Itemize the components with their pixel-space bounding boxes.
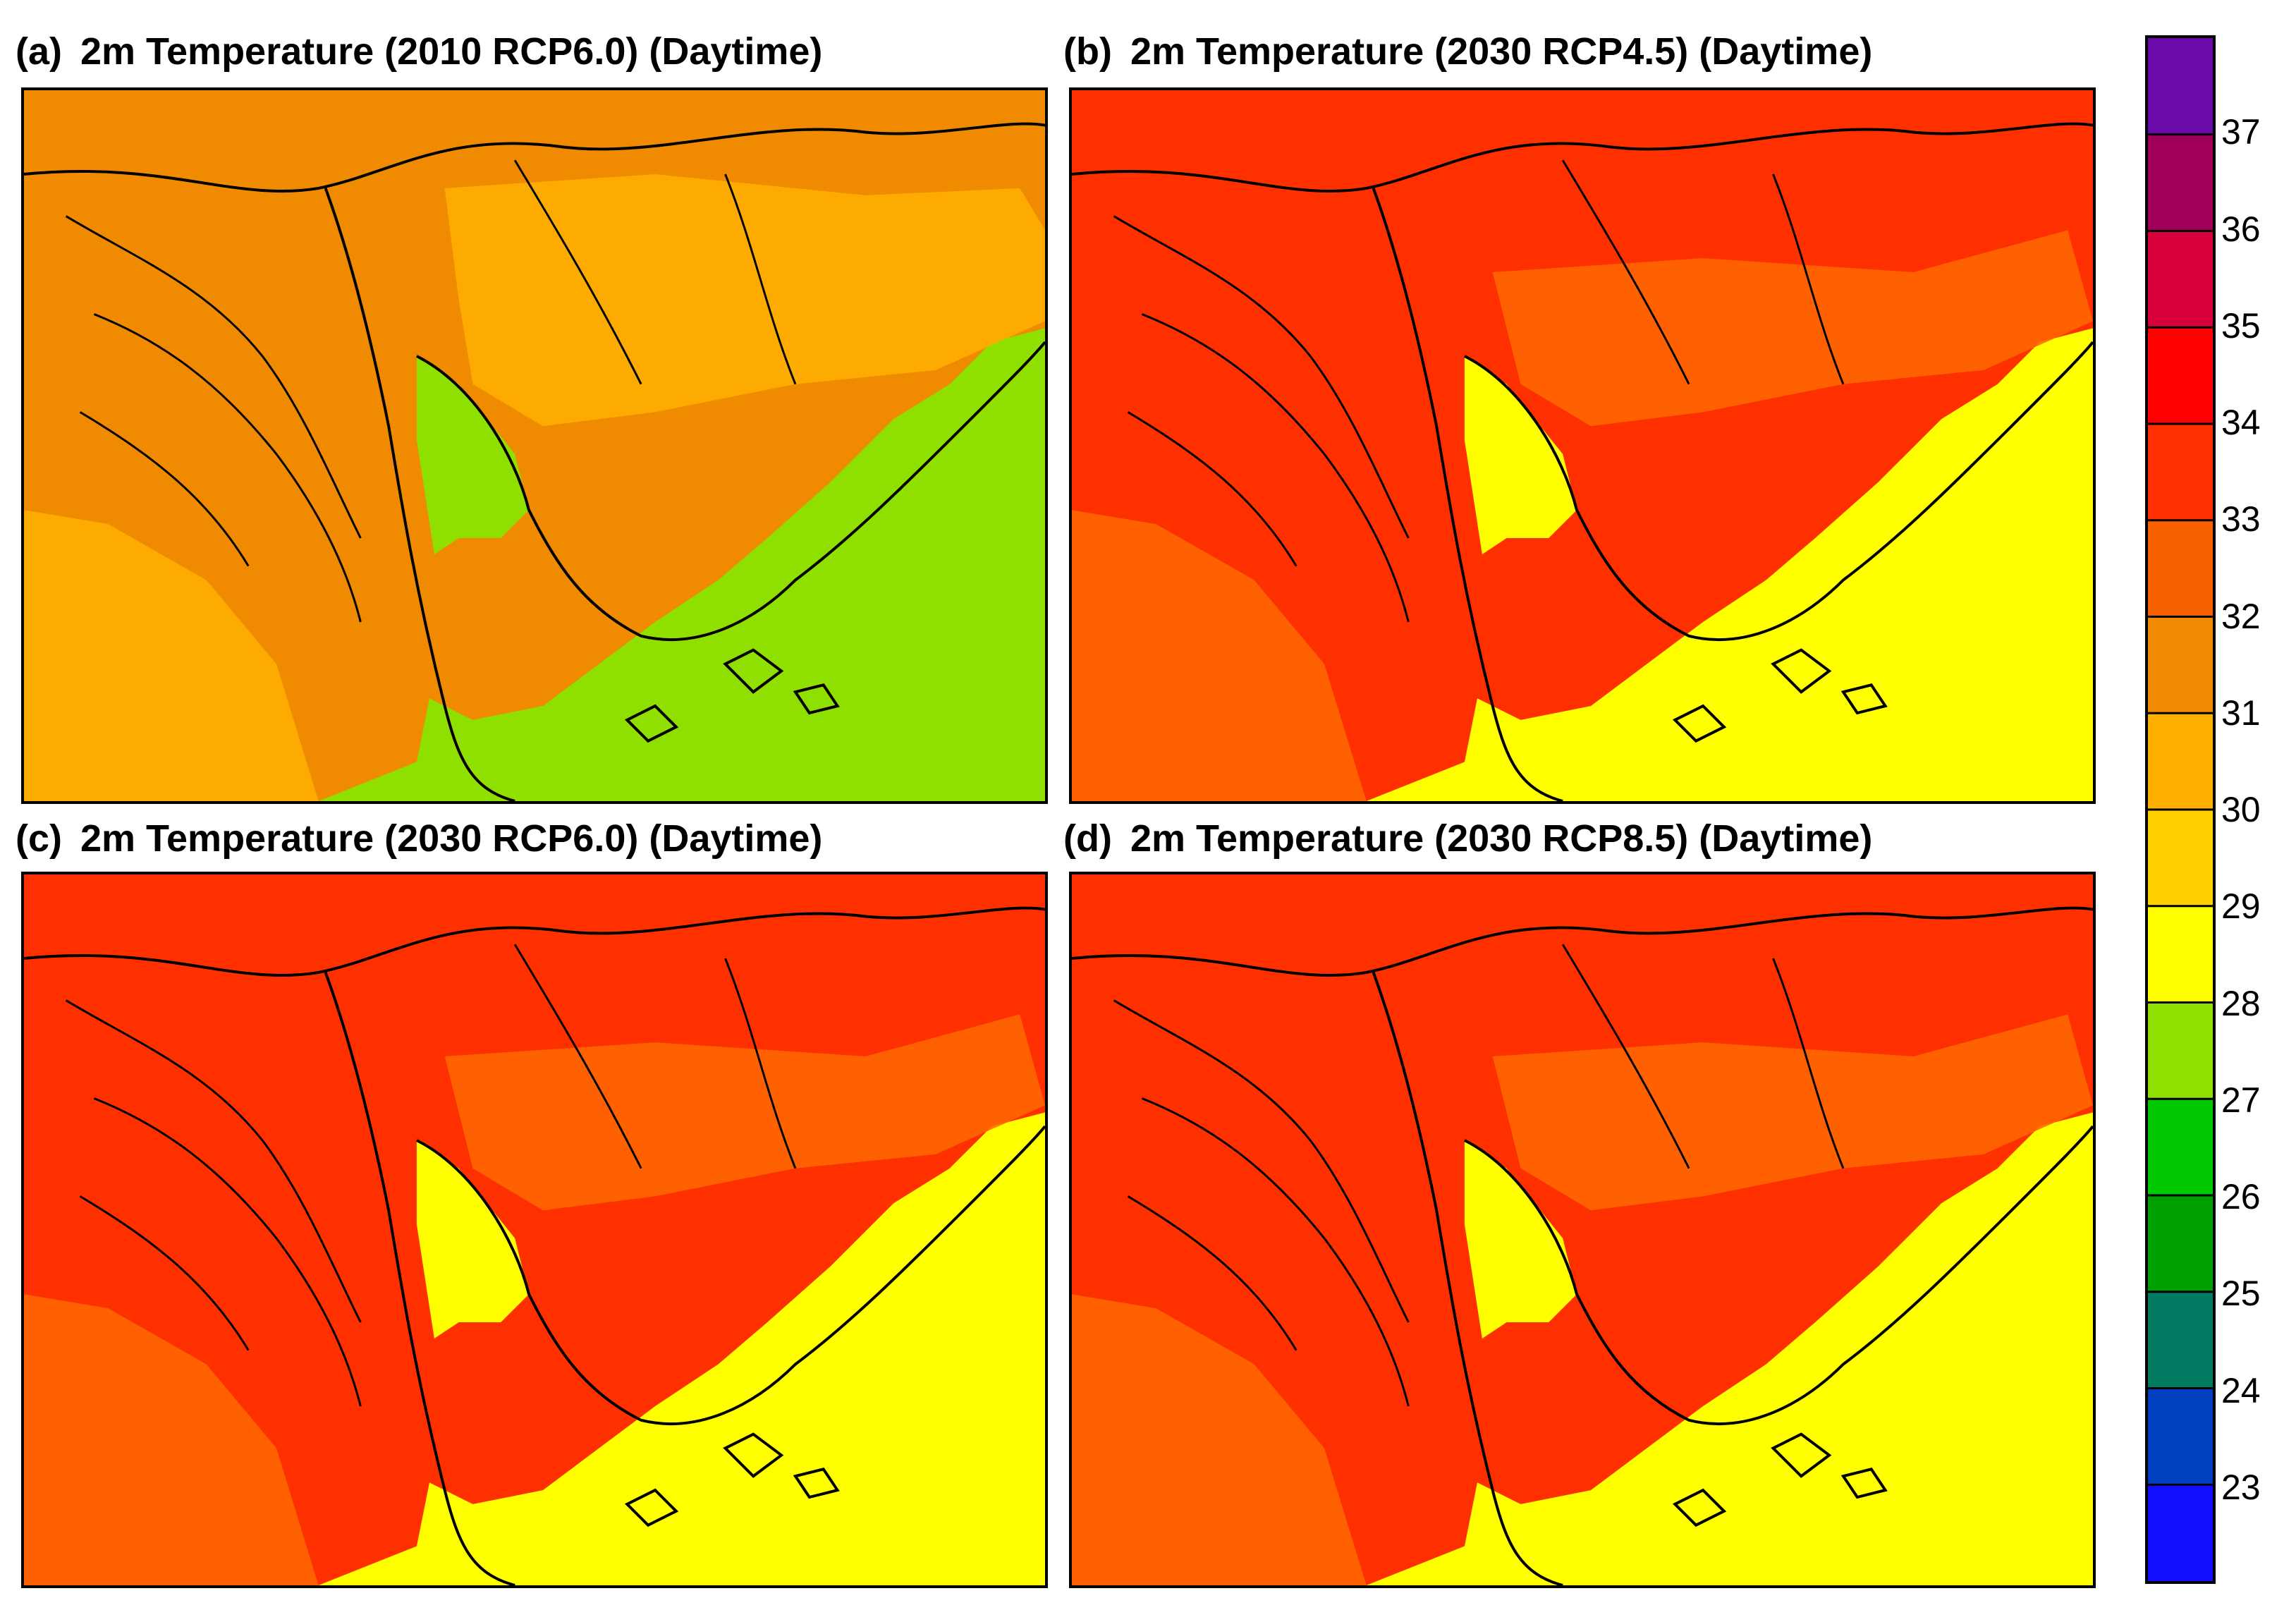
colorbar-segment [2148, 38, 2213, 135]
colorbar-tick-label: 31 [2221, 693, 2261, 733]
map-c-upland [24, 1014, 1045, 1585]
colorbar-segment [2148, 1291, 2213, 1389]
map-a-rivers [65, 159, 797, 623]
colorbar-tick-label: 23 [2221, 1467, 2261, 1507]
colorbar-segment [2148, 713, 2213, 810]
map-d-upland [1072, 1014, 2093, 1585]
colorbar-segment [2148, 1484, 2213, 1582]
panel-a-title: (a) 2m Temperature (2010 RCP6.0) (Daytime… [16, 32, 822, 71]
map-a-coastline [24, 122, 1045, 801]
colorbar-tick-label: 33 [2221, 499, 2261, 539]
colorbar-tick-label: 29 [2221, 886, 2261, 927]
colorbar-segment [2148, 1099, 2213, 1196]
colorbar-tick-label: 28 [2221, 983, 2261, 1023]
map-d-rivers [1113, 944, 1845, 1407]
colorbar-tick-label: 34 [2221, 403, 2261, 442]
colorbar-segment [2148, 1388, 2213, 1485]
map-b-coastline [1072, 122, 2093, 801]
panel-d-title-text: 2m Temperature (2030 RCP8.5) (Daytime) [1130, 817, 1873, 860]
panel-c-label: (c) [16, 817, 62, 860]
colorbar-segment [2148, 1195, 2213, 1293]
colorbar-segment [2148, 231, 2213, 328]
colorbar [2145, 35, 2216, 1584]
colorbar-segment [2148, 905, 2213, 1004]
colorbar-tick-label: 24 [2221, 1370, 2261, 1410]
colorbar-tick-label: 37 [2221, 112, 2261, 152]
map-panel-d [1069, 872, 2096, 1588]
colorbar-tick-label: 27 [2221, 1080, 2261, 1120]
panel-b-title-text: 2m Temperature (2030 RCP4.5) (Daytime) [1130, 30, 1873, 73]
colorbar-tick-label: 25 [2221, 1274, 2261, 1314]
map-c-rivers [65, 944, 797, 1407]
colorbar-segment [2148, 134, 2213, 232]
colorbar-svg [2148, 38, 2213, 1582]
colorbar-tick-label: 35 [2221, 305, 2261, 346]
panel-a-title-text: 2m Temperature (2010 RCP6.0) (Daytime) [80, 30, 823, 73]
map-c-coastline [24, 906, 1045, 1585]
colorbar-segment [2148, 520, 2213, 618]
map-b-svg [1072, 90, 2093, 801]
panel-b-label: (b) [1063, 30, 1112, 73]
panel-d-title: (d) 2m Temperature (2030 RCP8.5) (Daytime… [1063, 819, 1872, 858]
panel-c-title-text: 2m Temperature (2030 RCP6.0) (Daytime) [80, 817, 823, 860]
map-a-svg [24, 90, 1045, 801]
colorbar-segment [2148, 424, 2213, 521]
map-panel-b [1069, 87, 2096, 804]
colorbar-tick-label: 32 [2221, 596, 2261, 636]
map-panel-c [21, 872, 1048, 1588]
map-b-upland [1072, 230, 2093, 801]
colorbar-segment [2148, 810, 2213, 907]
panel-c-title: (c) 2m Temperature (2030 RCP6.0) (Daytime… [16, 819, 822, 858]
colorbar-segment [2148, 616, 2213, 714]
map-d-svg [1072, 874, 2093, 1585]
colorbar-tick-label: 26 [2221, 1177, 2261, 1216]
map-b-rivers [1113, 159, 1845, 623]
panel-d-label: (d) [1063, 817, 1112, 860]
map-c-svg [24, 874, 1045, 1585]
colorbar-tick-label: 30 [2221, 790, 2261, 829]
map-d-coastline [1072, 906, 2093, 1585]
panel-a-label: (a) [16, 30, 62, 73]
colorbar-segment [2148, 327, 2213, 425]
map-panel-a [21, 87, 1048, 804]
colorbar-tick-label: 36 [2221, 209, 2261, 249]
colorbar-segment [2148, 1002, 2213, 1099]
colorbar-tick-labels: 37 36 35 34 33 32 31 30 29 28 27 26 25 24 23 [2218, 35, 2296, 1584]
panel-b-title: (b) 2m Temperature (2030 RCP4.5) (Daytime… [1063, 32, 1872, 71]
map-a-upland [24, 174, 1045, 801]
